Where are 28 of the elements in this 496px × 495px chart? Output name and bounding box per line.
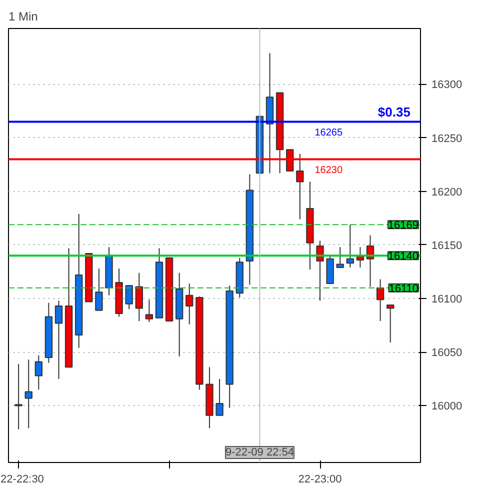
candlestick [376, 278, 384, 322]
candlestick [145, 299, 154, 323]
candlestick [14, 363, 22, 430]
annotation: $0.35 [378, 104, 410, 120]
candlestick [24, 359, 32, 429]
candlestick [386, 304, 394, 343]
y-tick-label: 16050 [432, 347, 462, 360]
x-tick-label: 22-23:00 [298, 474, 342, 486]
y-tick-label: 16100 [432, 294, 462, 306]
candlestick [346, 224, 354, 268]
chart-title: 1 Min [8, 10, 38, 24]
candlestick [296, 153, 304, 220]
y-tick-label: 16200 [432, 186, 462, 198]
y-tick-label: 16150 [432, 240, 462, 252]
candlestick [34, 354, 42, 390]
candlestick [135, 272, 143, 322]
candlestick [125, 285, 133, 310]
candlestick [336, 246, 344, 268]
y-tick-label: 16300 [432, 79, 462, 92]
ref-line-label: 16265 [314, 128, 343, 139]
y-tick-label: 16000 [432, 400, 462, 413]
candlestick [95, 268, 103, 311]
candlestick [54, 300, 63, 380]
ref-line-label: 16230 [314, 165, 343, 176]
candlestick [216, 378, 224, 416]
y-tick-label: 16250 [432, 132, 462, 145]
x-tick-label: 22-22:30 [0, 474, 44, 486]
candlestick [186, 283, 194, 325]
